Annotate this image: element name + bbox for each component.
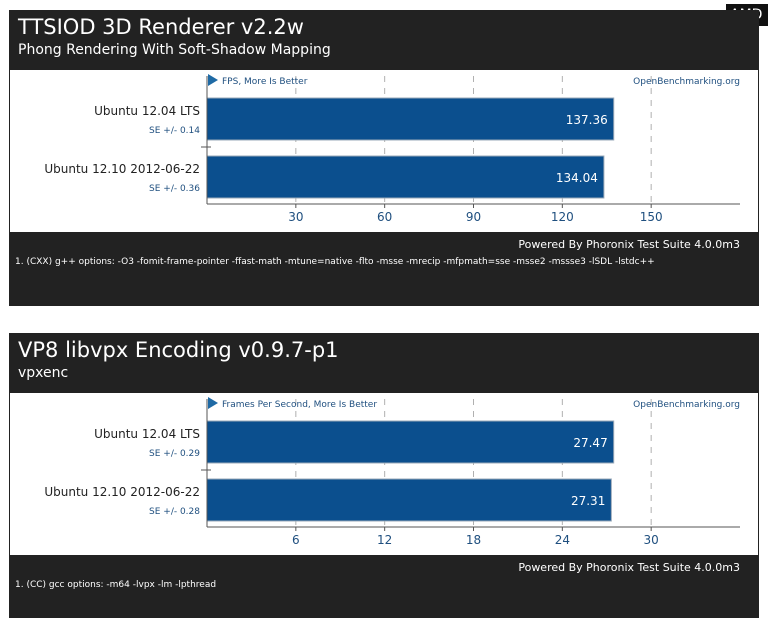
x-tick-label: 90 (466, 210, 481, 224)
chart-panel-2: VP8 libvpx Encoding v0.9.7-p1 vpxenc Fra… (9, 333, 759, 618)
error-label: SE +/- 0.36 (149, 184, 200, 194)
x-tick-label: 60 (377, 210, 392, 224)
x-tick-label: 18 (466, 533, 481, 547)
watermark: OpenBenchmarking.org (633, 77, 740, 87)
bar-chart-svg: Frames Per Second, More Is Better OpenBen… (44, 397, 740, 547)
play-arrow-icon (208, 397, 218, 409)
bar (206, 478, 612, 522)
axis-unit-label: FPS, More Is Better (222, 77, 308, 87)
chart-header: VP8 libvpx Encoding v0.9.7-p1 vpxenc (9, 333, 759, 393)
chart-subtitle: vpxenc (18, 365, 69, 381)
category-label: Ubuntu 12.10 2012-06-22 (44, 162, 200, 176)
bar (206, 155, 605, 199)
x-tick-label: 12 (377, 533, 392, 547)
chart-title: TTSIOD 3D Renderer v2.2w (18, 15, 304, 39)
bar (206, 420, 615, 464)
chart-header: TTSIOD 3D Renderer v2.2w Phong Rendering… (9, 10, 759, 70)
axis-unit-label: Frames Per Second, More Is Better (222, 400, 377, 410)
chart-subtitle: Phong Rendering With Soft-Shadow Mapping (18, 42, 331, 58)
chart-panel-1: TTSIOD 3D Renderer v2.2w Phong Rendering… (9, 10, 759, 306)
bar-value-label: 137.36 (566, 113, 608, 127)
plot-area: Frames Per Second, More Is Better OpenBen… (9, 393, 759, 555)
x-tick-label: 120 (551, 210, 574, 224)
x-tick-label: 24 (555, 533, 570, 547)
x-tick-label: 150 (640, 210, 663, 224)
x-tick-label: 30 (288, 210, 303, 224)
x-tick-label: 30 (644, 533, 659, 547)
bar-value-label: 27.31 (571, 494, 605, 508)
category-label: Ubuntu 12.10 2012-06-22 (44, 485, 200, 499)
chart-title: VP8 libvpx Encoding v0.9.7-p1 (18, 338, 339, 362)
error-label: SE +/- 0.14 (149, 126, 200, 136)
plot-area: FPS, More Is Better OpenBenchmarking.org 1… (9, 70, 759, 232)
powered-by: Powered By Phoronix Test Suite 4.0.0m3 (518, 238, 740, 251)
chart-footer: Powered By Phoronix Test Suite 4.0.0m3 1… (9, 232, 759, 306)
error-label: SE +/- 0.28 (149, 507, 200, 517)
watermark: OpenBenchmarking.org (633, 400, 740, 410)
powered-by: Powered By Phoronix Test Suite 4.0.0m3 (518, 561, 740, 574)
play-arrow-icon (208, 74, 218, 86)
compiler-note: 1. (CC) gcc options: -m64 -lvpx -lm -lpt… (15, 580, 217, 590)
chart-footer: Powered By Phoronix Test Suite 4.0.0m3 1… (9, 555, 759, 618)
bar-value-label: 134.04 (556, 171, 598, 185)
bar-chart-svg: FPS, More Is Better OpenBenchmarking.org 1… (44, 74, 740, 224)
compiler-note: 1. (CXX) g++ options: -O3 -fomit-frame-p… (15, 257, 655, 267)
x-tick-label: 6 (292, 533, 300, 547)
error-label: SE +/- 0.29 (149, 449, 200, 459)
category-label: Ubuntu 12.04 LTS (94, 427, 200, 441)
bar-value-label: 27.47 (573, 436, 607, 450)
bar (206, 97, 615, 141)
category-label: Ubuntu 12.04 LTS (94, 104, 200, 118)
